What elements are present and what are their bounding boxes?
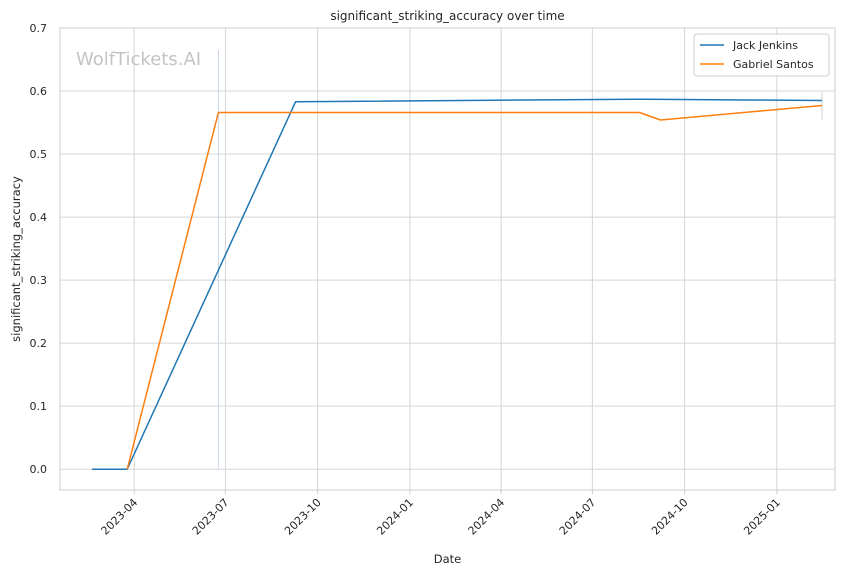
x-tick-label: 2024-10 xyxy=(649,496,691,538)
x-tick-label: 2024-01 xyxy=(374,496,416,538)
x-axis-label: Date xyxy=(434,552,462,566)
y-tick-label: 0.3 xyxy=(30,274,48,287)
legend-label: Jack Jenkins xyxy=(732,39,798,52)
y-tick-label: 0.2 xyxy=(30,337,48,350)
x-tick-label: 2023-10 xyxy=(282,496,324,538)
watermark-text: WolfTickets.AI xyxy=(76,49,201,70)
x-tick-label: 2024-07 xyxy=(557,496,599,538)
y-tick-label: 0.0 xyxy=(30,463,48,476)
x-tick-label: 2023-04 xyxy=(99,496,141,538)
series-line-1 xyxy=(126,104,823,470)
x-tick-label: 2024-04 xyxy=(466,496,508,538)
series-lines xyxy=(92,98,823,470)
y-tick-labels: 0.0 0.1 0.2 0.3 0.4 0.5 0.6 0.7 xyxy=(30,22,48,476)
chart-title: significant_striking_accuracy over time xyxy=(330,9,564,23)
y-tick-label: 0.4 xyxy=(30,211,48,224)
series-line-0 xyxy=(92,98,823,470)
plot-area xyxy=(60,28,835,490)
y-tick-label: 0.5 xyxy=(30,148,48,161)
y-tick-label: 0.1 xyxy=(30,400,48,413)
legend-box xyxy=(693,33,830,77)
plot-frame xyxy=(59,27,836,491)
x-tick-label: 2023-07 xyxy=(190,496,232,538)
legend: Jack Jenkins Gabriel Santos xyxy=(693,33,830,77)
y-tick-label: 0.6 xyxy=(30,85,48,98)
grid-lines xyxy=(60,27,835,490)
y-tick-label: 0.7 xyxy=(30,22,48,35)
x-tick-labels: 2023-04 2023-07 2023-10 2024-01 2024-04 2024-… xyxy=(99,490,783,538)
legend-label: Gabriel Santos xyxy=(733,58,814,71)
x-tick-label: 2025-01 xyxy=(741,496,783,538)
y-axis-label: significant_striking_accuracy xyxy=(9,176,23,342)
